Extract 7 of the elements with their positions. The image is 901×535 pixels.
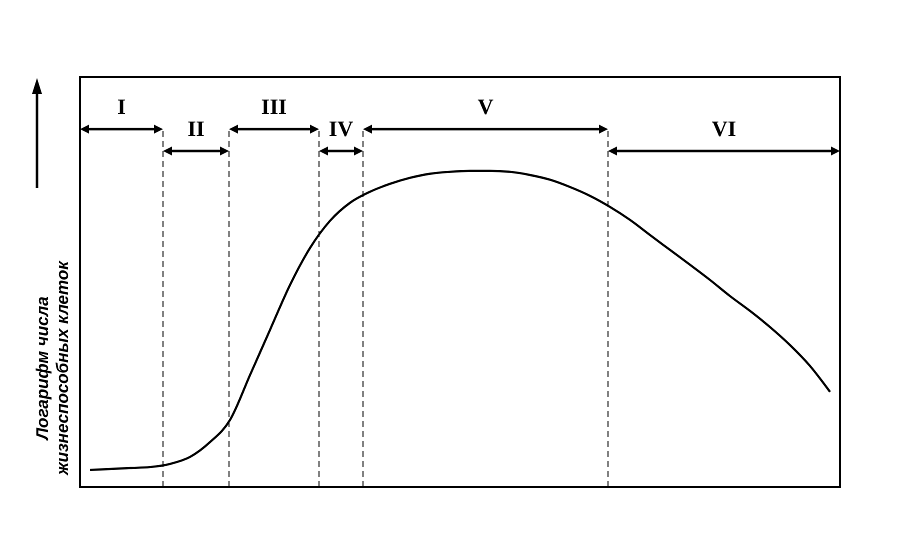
text: IV xyxy=(328,116,354,141)
text: II xyxy=(187,116,205,141)
text: VI xyxy=(712,116,736,141)
text: III xyxy=(261,94,287,120)
y-axis-title: Логарифм числа жизнеспособных клеток xyxy=(33,260,72,476)
text: I xyxy=(117,94,126,120)
text: V xyxy=(478,94,494,120)
